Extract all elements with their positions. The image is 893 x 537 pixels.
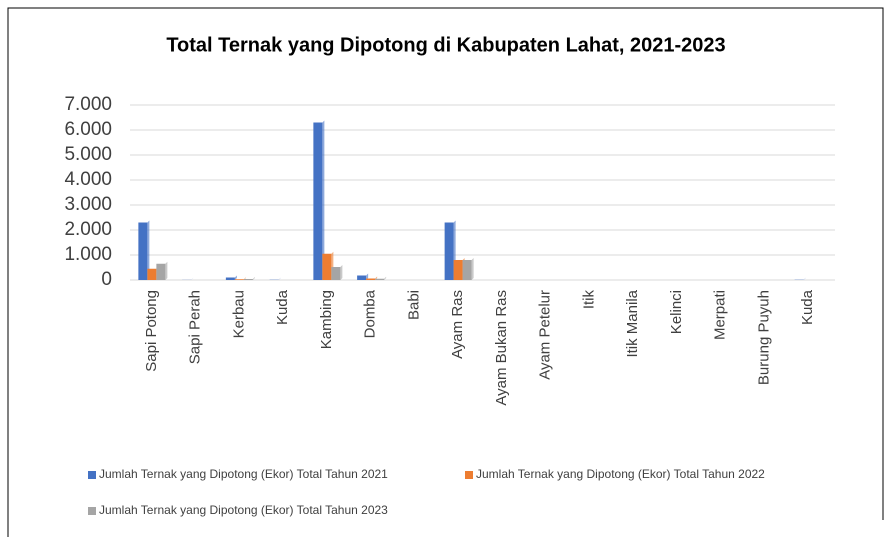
bar-side [340, 265, 343, 280]
y-tick-label: 0 [101, 269, 112, 290]
bar [331, 267, 341, 280]
x-tick-label: Sapi Potong [143, 290, 160, 372]
frame [7, 7, 884, 537]
bar-side [191, 277, 194, 280]
legend-swatch [88, 471, 96, 479]
x-tick-label: Itik [580, 290, 597, 310]
x-tick-label: Kuda [274, 289, 291, 325]
y-tick-label: 3.000 [64, 194, 112, 215]
legend-label: Jumlah Ternak yang Dipotong (Ekor) Total… [476, 467, 765, 481]
bar [357, 275, 367, 280]
bar [462, 260, 472, 280]
y-tick-label: 5.000 [64, 144, 112, 165]
x-tick-label: Ayam Bukan Ras [493, 290, 510, 406]
bar [453, 260, 463, 280]
bar [313, 122, 323, 280]
bar-side [366, 273, 369, 280]
bar [243, 279, 253, 280]
x-tick-label: Ayam Petelur [537, 290, 554, 380]
bar [444, 222, 454, 280]
bar [225, 277, 235, 280]
y-tick-label: 6.000 [64, 119, 112, 140]
bar-side [471, 258, 474, 280]
x-tick-label: Burung Puyuh [755, 290, 772, 385]
x-tick-label: Kerbau [230, 290, 247, 338]
legend-swatch [465, 471, 473, 479]
x-tick-label: Domba [362, 289, 379, 338]
x-tick-label: Sapi Perah [187, 290, 204, 364]
legend-label: Jumlah Ternak yang Dipotong (Ekor) Total… [99, 467, 388, 481]
bar-side [165, 261, 168, 280]
x-tick-label: Ayam Ras [449, 290, 466, 359]
x-tick-label: Kelinci [668, 290, 685, 334]
bar-side [803, 277, 806, 280]
bar [366, 278, 376, 280]
chart-title: Total Ternak yang Dipotong di Kabupaten … [166, 34, 725, 56]
bar-side [147, 220, 150, 280]
bar-side [322, 120, 325, 280]
bar [375, 278, 385, 280]
bar [322, 253, 332, 280]
x-tick-label: Merpati [712, 290, 729, 340]
bar [234, 279, 244, 280]
bar-side [252, 277, 255, 280]
legend-label: Jumlah Ternak yang Dipotong (Ekor) Total… [99, 503, 388, 517]
bar [147, 268, 157, 280]
legend-swatch [88, 507, 96, 515]
y-tick-label: 1.000 [64, 244, 112, 265]
x-tick-label: Kuda [799, 289, 816, 325]
bar [138, 222, 148, 280]
bar-side [234, 275, 237, 280]
x-tick-label: Babi [405, 290, 422, 320]
x-tick-label: Itik Manila [624, 289, 641, 357]
bar-side [278, 277, 281, 280]
y-tick-label: 2.000 [64, 219, 112, 240]
bar-side [384, 276, 387, 280]
bar [156, 263, 166, 280]
x-tick-label: Kambing [318, 290, 335, 349]
y-tick-label: 4.000 [64, 169, 112, 190]
y-tick-label: 7.000 [64, 94, 112, 115]
